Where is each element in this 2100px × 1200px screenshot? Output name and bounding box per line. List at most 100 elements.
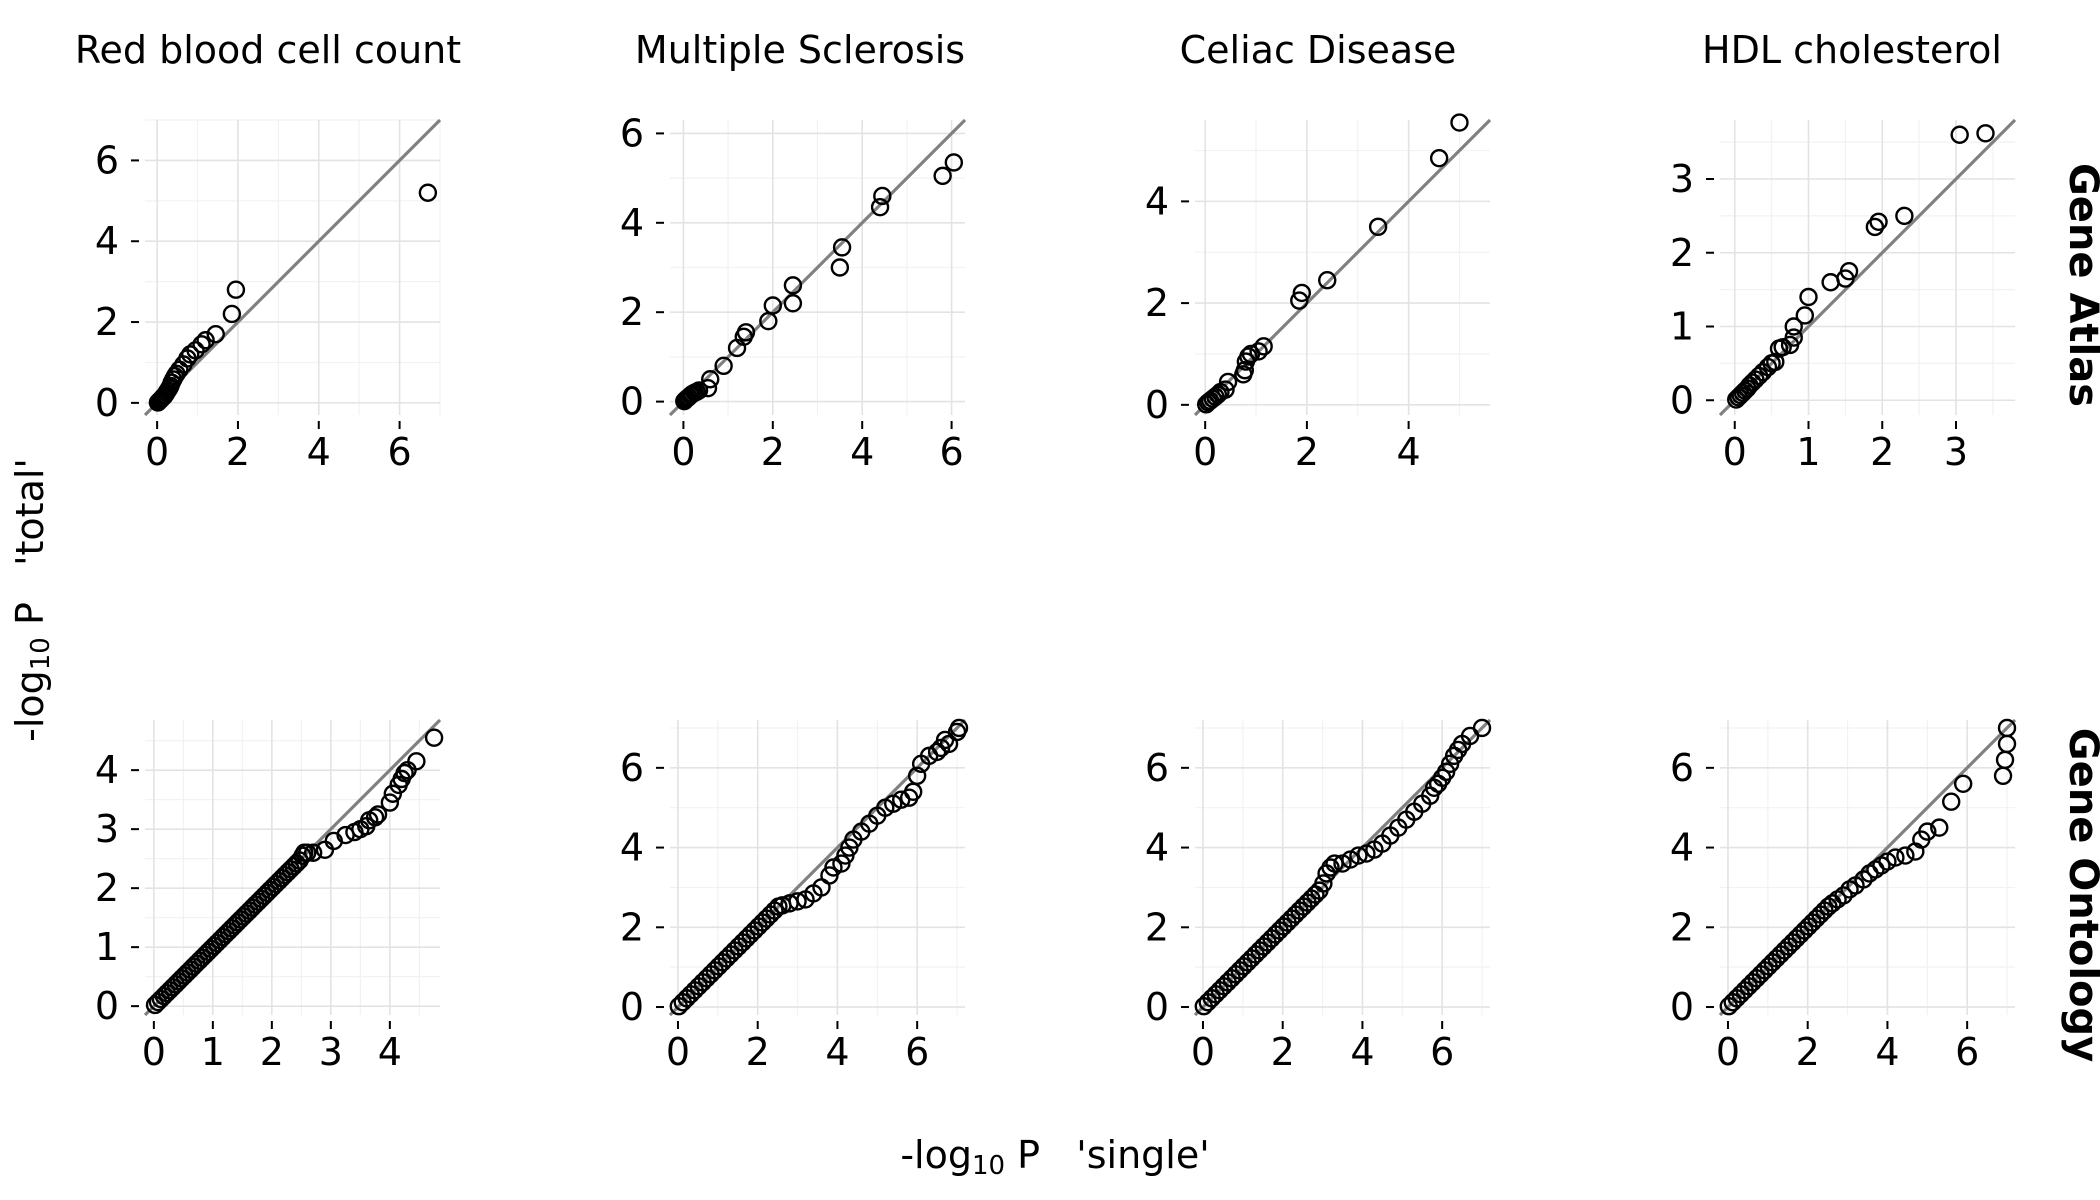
data-point xyxy=(181,345,200,364)
data-point xyxy=(763,296,783,315)
x-tick-label: 0 xyxy=(666,1030,690,1074)
data-point xyxy=(303,843,323,862)
y-tick-label: 2 xyxy=(620,905,644,949)
data-point xyxy=(418,183,438,202)
y-tick-label: 3 xyxy=(95,807,119,851)
x-tick-label: 6 xyxy=(1430,1030,1454,1074)
y-tick-label: 0 xyxy=(1145,985,1169,1029)
data-point xyxy=(186,341,205,360)
data-point xyxy=(830,258,850,277)
panel-r1-c2: 0 2 4 6 0 2 4 6 xyxy=(1145,718,1492,1074)
x-tick-label: 1 xyxy=(201,1030,225,1074)
y-tick-label: 2 xyxy=(620,290,644,334)
x-tick-label: 4 xyxy=(307,430,331,474)
y-tick-label: 6 xyxy=(95,138,119,182)
data-point xyxy=(1997,718,2017,738)
x-tick-label: 4 xyxy=(1350,1030,1374,1074)
x-tick-label: 2 xyxy=(1870,430,1894,474)
y-tick-label: 2 xyxy=(95,300,119,344)
data-point xyxy=(933,166,952,186)
data-point xyxy=(1854,870,1873,889)
data-point xyxy=(1349,846,1368,865)
data-point xyxy=(1743,373,1762,392)
data-point xyxy=(832,238,852,257)
data-point xyxy=(783,294,803,313)
data-point xyxy=(698,378,718,398)
data-point xyxy=(1942,792,1961,811)
data-point xyxy=(788,892,807,911)
data-point xyxy=(1896,846,1915,865)
data-point xyxy=(1930,818,1949,837)
x-tick-label: 6 xyxy=(905,1030,929,1074)
data-point xyxy=(1895,206,1914,226)
data-point xyxy=(1321,858,1340,877)
x-tick-label: 0 xyxy=(145,430,169,474)
data-point xyxy=(1450,113,1469,132)
x-tick-label: 6 xyxy=(387,430,411,474)
column-title-hdl-cholesterol: HDL cholesterol xyxy=(1702,28,2002,72)
y-axis-label: -log10 P 'total' xyxy=(8,458,56,742)
x-tick-label: 6 xyxy=(1955,1030,1979,1074)
data-point xyxy=(226,280,246,299)
data-point xyxy=(1869,212,1888,231)
data-point xyxy=(1834,886,1853,905)
panel-r0-c2: 0 2 4 0 2 4 xyxy=(1145,113,1492,474)
x-tick-label: 1 xyxy=(1796,430,1820,474)
panel-r0-c0: 0 2 4 6 0 2 4 6 xyxy=(95,118,442,474)
data-point xyxy=(298,843,317,862)
y-tick-label: 6 xyxy=(620,111,644,155)
data-point xyxy=(365,808,385,827)
x-tick-label: 2 xyxy=(1295,430,1319,474)
data-point xyxy=(1218,372,1238,392)
data-point xyxy=(907,766,927,786)
y-tick-label: 0 xyxy=(1670,378,1694,422)
data-point xyxy=(783,276,803,295)
data-point xyxy=(1472,718,1492,738)
data-point xyxy=(1766,352,1785,372)
column-title-red-blood-cell-count: Red blood cell count xyxy=(75,28,461,72)
x-tick-label: 2 xyxy=(746,1030,770,1074)
y-tick-label: 4 xyxy=(1145,826,1169,870)
y-tick-label: 1 xyxy=(95,925,119,969)
y-tick-label: 6 xyxy=(1670,746,1694,790)
data-point xyxy=(1839,261,1859,281)
x-tick-label: 4 xyxy=(1397,430,1421,474)
data-point xyxy=(714,356,733,376)
x-tick-label: 0 xyxy=(1191,1030,1215,1074)
data-point xyxy=(1239,347,1258,366)
y-tick-label: 2 xyxy=(95,866,119,910)
y-tick-label: 2 xyxy=(1670,231,1694,275)
data-point xyxy=(424,728,444,747)
y-tick-label: 4 xyxy=(1145,179,1169,223)
y-tick-label: 0 xyxy=(620,380,644,424)
y-tick-label: 3 xyxy=(1670,157,1694,201)
y-tick-label: 6 xyxy=(1145,746,1169,790)
x-tick-label: 4 xyxy=(378,1030,402,1074)
y-tick-label: 0 xyxy=(95,381,119,425)
row-label-gene-ontology: Gene Ontology xyxy=(2060,728,2100,1062)
data-point xyxy=(1235,361,1255,380)
data-point xyxy=(284,857,303,876)
data-point xyxy=(206,324,225,344)
data-point xyxy=(1953,774,1973,793)
column-title-multiple-sclerosis: Multiple Sclerosis xyxy=(635,28,965,72)
data-point xyxy=(1740,376,1759,395)
data-point xyxy=(1784,328,1803,347)
x-tick-label: 6 xyxy=(939,430,963,474)
data-point xyxy=(1216,380,1235,399)
x-tick-label: 3 xyxy=(319,1030,343,1074)
data-point xyxy=(1799,287,1818,307)
x-tick-label: 0 xyxy=(1723,430,1747,474)
row-label-gene-atlas: Gene Atlas xyxy=(2060,163,2100,407)
data-point xyxy=(222,304,242,324)
data-point xyxy=(1976,124,1995,143)
x-tick-label: 4 xyxy=(850,430,874,474)
data-point xyxy=(944,153,964,172)
x-tick-label: 0 xyxy=(1716,1030,1740,1074)
x-tick-label: 0 xyxy=(671,430,695,474)
x-tick-label: 0 xyxy=(142,1030,166,1074)
y-tick-label: 2 xyxy=(1145,905,1169,949)
reference-line xyxy=(668,118,967,417)
